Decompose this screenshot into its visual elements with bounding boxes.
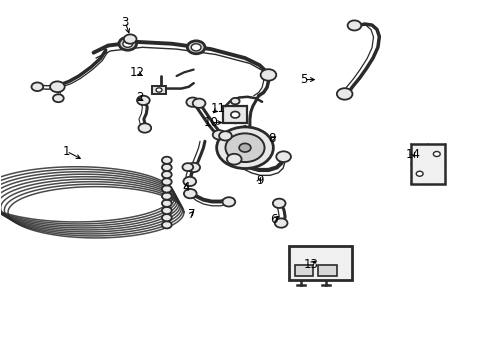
Text: 4: 4 [183,181,190,194]
Text: 7: 7 [188,208,195,221]
Circle shape [162,200,172,207]
Circle shape [187,41,205,54]
Text: 12: 12 [130,66,145,79]
Circle shape [139,123,151,133]
Circle shape [261,69,276,81]
Circle shape [162,185,172,193]
Circle shape [119,37,137,50]
Text: 10: 10 [203,116,218,129]
Text: 9: 9 [256,174,264,186]
Circle shape [187,163,200,172]
Circle shape [50,81,65,92]
Circle shape [239,143,251,152]
Bar [223,106,247,123]
Bar [295,265,314,276]
Circle shape [162,221,172,228]
Circle shape [123,40,133,47]
Circle shape [275,219,288,228]
Circle shape [186,98,199,107]
Text: 1: 1 [63,145,71,158]
Bar [152,86,166,94]
Circle shape [276,151,291,162]
Circle shape [162,157,172,164]
Circle shape [433,152,440,157]
Bar [318,265,337,276]
Circle shape [416,171,423,176]
Circle shape [162,171,172,178]
Circle shape [213,130,225,139]
Text: 14: 14 [406,148,421,161]
Circle shape [191,44,201,51]
Circle shape [231,98,240,104]
Circle shape [184,189,196,198]
Circle shape [31,82,43,91]
Circle shape [162,178,172,185]
Text: 13: 13 [303,258,318,271]
Circle shape [183,177,196,186]
Circle shape [162,164,172,171]
Circle shape [162,207,172,214]
Text: 8: 8 [268,132,275,145]
Text: 5: 5 [300,73,307,86]
Text: 2: 2 [136,91,144,104]
Circle shape [219,131,232,140]
Circle shape [162,214,172,221]
Bar [411,144,445,184]
Circle shape [337,88,352,100]
Circle shape [193,99,205,108]
Bar [289,246,352,280]
Circle shape [217,127,273,168]
Circle shape [273,199,286,208]
Circle shape [53,94,64,102]
Circle shape [124,35,137,44]
Text: 3: 3 [122,16,129,29]
Circle shape [222,197,235,207]
Text: 11: 11 [211,102,225,115]
Circle shape [156,88,162,92]
Circle shape [137,96,150,105]
Circle shape [231,112,240,118]
Circle shape [227,154,242,165]
Circle shape [225,134,265,162]
Circle shape [182,163,193,171]
Circle shape [347,21,361,31]
Circle shape [162,193,172,200]
Text: 6: 6 [270,213,278,226]
